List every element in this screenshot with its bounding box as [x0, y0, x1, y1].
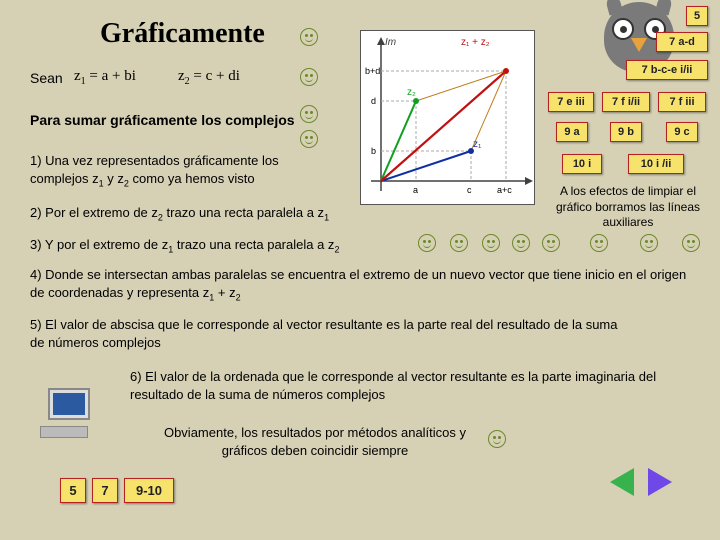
- equation-z1: z1 = a + bi: [74, 68, 136, 87]
- smile-icon: [590, 234, 608, 252]
- smile-icon: [482, 234, 500, 252]
- smile-icon: [300, 130, 318, 148]
- btn-5-top[interactable]: 5: [686, 6, 708, 26]
- svg-text:a+c: a+c: [497, 185, 512, 195]
- diagram-svg: Im z₁ + z₂ z₁ z₂ b+d d b a c a+c: [361, 31, 536, 206]
- btn-7ad[interactable]: 7 a-d: [656, 32, 708, 52]
- step-2: 2) Por el extremo de z2 trazo una recta …: [30, 204, 400, 224]
- svg-text:d: d: [371, 96, 376, 106]
- page-title: Gráficamente: [100, 18, 265, 50]
- svg-text:a: a: [413, 185, 418, 195]
- btn-9c[interactable]: 9 c: [666, 122, 698, 142]
- smile-icon: [488, 430, 506, 448]
- complex-sum-diagram: Im z₁ + z₂ z₁ z₂ b+d d b a c a+c: [360, 30, 535, 205]
- smile-icon: [512, 234, 530, 252]
- svg-text:z₁: z₁: [473, 139, 482, 150]
- svg-text:c: c: [467, 185, 472, 195]
- smile-icon: [640, 234, 658, 252]
- nav-next-icon[interactable]: [648, 468, 672, 496]
- btn-10iii[interactable]: 10 i /ii: [628, 154, 684, 174]
- btn-7fiii[interactable]: 7 f iii: [658, 92, 706, 112]
- step-5: 5) El valor de abscisa que le correspond…: [30, 316, 630, 351]
- equation-z2: z2 = c + di: [178, 68, 240, 87]
- nav-prev-icon[interactable]: [610, 468, 634, 496]
- step-4: 4) Donde se intersectan ambas paralelas …: [30, 266, 690, 303]
- smile-icon: [418, 234, 436, 252]
- smile-icon: [450, 234, 468, 252]
- btn-9a[interactable]: 9 a: [556, 122, 588, 142]
- svg-text:z₁ + z₂: z₁ + z₂: [461, 37, 490, 48]
- btn-bottom-910[interactable]: 9-10: [124, 478, 174, 503]
- btn-7fi[interactable]: 7 f i/ii: [602, 92, 650, 112]
- smile-icon: [542, 234, 560, 252]
- para-sumar-label: Para sumar gráficamente los complejos: [30, 112, 295, 128]
- smile-icon: [300, 68, 318, 86]
- step-1: 1) Una vez representados gráficamente lo…: [30, 152, 320, 189]
- svg-text:b+d: b+d: [365, 66, 380, 76]
- smile-icon: [682, 234, 700, 252]
- note-aux: A los efectos de limpiar el gráfico borr…: [548, 184, 708, 231]
- step-6: 6) El valor de la ordenada que le corres…: [130, 368, 660, 403]
- btn-10i[interactable]: 10 i: [562, 154, 602, 174]
- btn-bottom-7[interactable]: 7: [92, 478, 118, 503]
- step-3: 3) Y por el extremo de z1 trazo una rect…: [30, 236, 410, 256]
- svg-text:z₂: z₂: [407, 87, 416, 98]
- smile-icon: [300, 28, 318, 46]
- svg-text:b: b: [371, 146, 376, 156]
- btn-9b[interactable]: 9 b: [610, 122, 642, 142]
- btn-7bceii[interactable]: 7 b-c-e i/ii: [626, 60, 708, 80]
- btn-bottom-5[interactable]: 5: [60, 478, 86, 503]
- svg-text:Im: Im: [385, 37, 396, 48]
- btn-7eiii[interactable]: 7 e iii: [548, 92, 594, 112]
- smile-icon: [300, 105, 318, 123]
- sean-label: Sean: [30, 70, 63, 86]
- computer-graphic: [40, 388, 100, 438]
- obvio-note: Obviamente, los resultados por métodos a…: [160, 424, 470, 459]
